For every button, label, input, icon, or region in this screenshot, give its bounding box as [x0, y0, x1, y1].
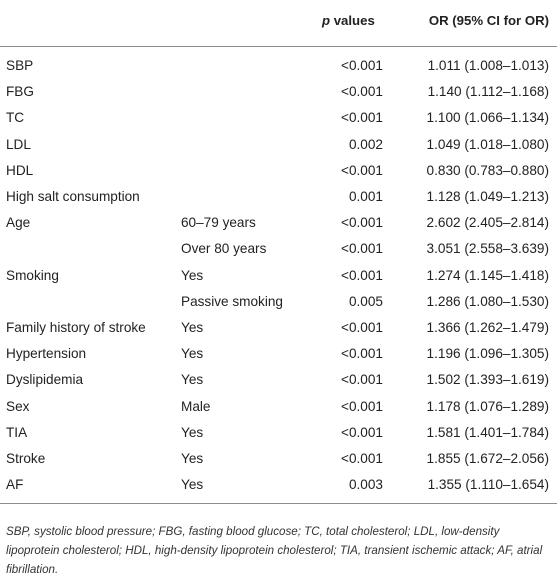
table-row: Over 80 years <0.001 3.051 (2.558–3.639) [0, 236, 557, 262]
odds-ratio-cell: 1.355 (1.110–1.654) [427, 477, 549, 493]
table-row: Family history of stroke Yes <0.001 1.366 (… [0, 315, 557, 341]
p-value-cell: <0.001 [341, 372, 383, 388]
odds-ratio-cell: 1.274 (1.145–1.418) [426, 267, 549, 283]
table-header: p values OR (95% CI for OR) [0, 0, 557, 46]
category-cell: Yes [181, 451, 204, 466]
odds-ratio-cell: 1.286 (1.080–1.530) [426, 293, 549, 309]
odds-ratio-cell: 2.602 (2.405–2.814) [426, 215, 549, 231]
variable-cell: AF [6, 477, 24, 493]
category-cell: Yes [181, 346, 204, 362]
p-value-cell: <0.001 [341, 162, 383, 178]
variable-cell: TC [6, 110, 25, 126]
odds-ratio-cell: 1.140 (1.112–1.168) [427, 84, 549, 100]
category-cell: Passive smoking [181, 293, 283, 309]
odds-ratio-cell: 1.178 (1.076–1.289) [426, 398, 549, 414]
variable-cell: SBP [6, 58, 34, 73]
p-value-cell: <0.001 [341, 267, 383, 283]
header-divider [0, 46, 557, 47]
category-cell: Male [181, 398, 211, 414]
p-value-cell: <0.001 [341, 215, 383, 231]
table-row: Passive smoking 0.005 1.286 (1.080–1.530) [0, 289, 557, 315]
p-value-cell: <0.001 [341, 110, 383, 126]
variable-cell: Smoking [6, 267, 59, 283]
variable-cell: TIA [6, 424, 28, 440]
table-row: Age 60–79 years <0.001 2.602 (2.405–2.814) [0, 210, 557, 236]
variable-cell: Sex [6, 398, 30, 414]
odds-ratio-cell: 1.581 (1.401–1.784) [426, 424, 549, 440]
p-value-cell: 0.002 [348, 136, 383, 152]
table-footnote: SBP, systolic blood pressure; FBG, fasti… [6, 525, 543, 576]
table-row: TIA Yes <0.001 1.581 (1.401–1.784) [0, 420, 557, 446]
p-values-header: p values [322, 13, 375, 28]
p-value-cell: <0.001 [341, 320, 383, 335]
variable-cell: FBG [6, 84, 34, 100]
category-cell: Yes [181, 477, 204, 493]
table-row: TC <0.001 1.100 (1.066–1.134) [0, 105, 557, 131]
p-value-cell: <0.001 [341, 241, 383, 257]
table-row: AF Yes 0.003 1.355 (1.110–1.654) [0, 472, 557, 498]
category-cell: Yes [181, 267, 204, 283]
variable-cell: Stroke [6, 451, 46, 466]
odds-ratio-cell: 1.855 (1.672–2.056) [426, 451, 549, 466]
table-row: LDL 0.002 1.049 (1.018–1.080) [0, 132, 557, 158]
table-row: High salt consumption 0.001 1.128 (1.049–1… [0, 184, 557, 210]
table-row: HDL <0.001 0.830 (0.783–0.880) [0, 158, 557, 184]
odds-ratio-cell: 1.100 (1.066–1.134) [426, 110, 549, 126]
table-row: Hypertension Yes <0.001 1.196 (1.096–1.305) [0, 341, 557, 367]
p-value-cell: 0.001 [348, 189, 383, 204]
category-cell: Yes [181, 320, 204, 335]
table-row: Sex Male <0.001 1.178 (1.076–1.289) [0, 394, 557, 420]
category-cell: Over 80 years [181, 241, 267, 257]
variable-cell: LDL [6, 136, 31, 152]
p-value-cell: <0.001 [341, 84, 383, 100]
odds-ratio-cell: 1.011 (1.008–1.013) [427, 58, 549, 73]
p-value-cell: <0.001 [341, 451, 383, 466]
odds-ratio-cell: 1.196 (1.096–1.305) [426, 346, 549, 362]
p-value-cell: <0.001 [341, 424, 383, 440]
category-cell: Yes [181, 372, 204, 388]
table-row: SBP <0.001 1.011 (1.008–1.013) [0, 53, 557, 79]
category-cell: Yes [181, 424, 204, 440]
category-cell: 60–79 years [181, 215, 256, 231]
table-row: Stroke Yes <0.001 1.855 (1.672–2.056) [0, 446, 557, 472]
or-header: OR (95% CI for OR) [428, 13, 549, 28]
p-value-cell: <0.001 [341, 346, 383, 362]
variable-cell: Hypertension [6, 346, 87, 362]
variable-cell: HDL [6, 162, 34, 178]
odds-ratio-cell: 1.049 (1.018–1.080) [426, 136, 549, 152]
variable-cell: High salt consumption [6, 189, 140, 204]
p-value-cell: 0.005 [348, 293, 383, 309]
p-value-cell: <0.001 [341, 58, 383, 73]
p-value-cell: <0.001 [341, 398, 383, 414]
table-row: Dyslipidemia Yes <0.001 1.502 (1.393–1.619) [0, 367, 557, 393]
odds-ratio-cell: 3.051 (2.558–3.639) [426, 241, 549, 257]
table-bottom-rule [0, 503, 557, 504]
odds-ratio-cell: 0.830 (0.783–0.880) [426, 162, 549, 178]
odds-ratio-cell: 1.502 (1.393–1.619) [426, 372, 549, 388]
variable-cell: Family history of stroke [6, 320, 146, 335]
variable-cell: Age [6, 215, 31, 231]
odds-ratio-cell: 1.366 (1.262–1.479) [426, 320, 549, 335]
table-row: Smoking Yes <0.001 1.274 (1.145–1.418) [0, 263, 557, 289]
table-row: FBG <0.001 1.140 (1.112–1.168) [0, 79, 557, 105]
p-value-cell: 0.003 [348, 477, 383, 493]
odds-ratio-cell: 1.128 (1.049–1.213) [426, 189, 549, 204]
variable-cell: Dyslipidemia [6, 372, 84, 388]
